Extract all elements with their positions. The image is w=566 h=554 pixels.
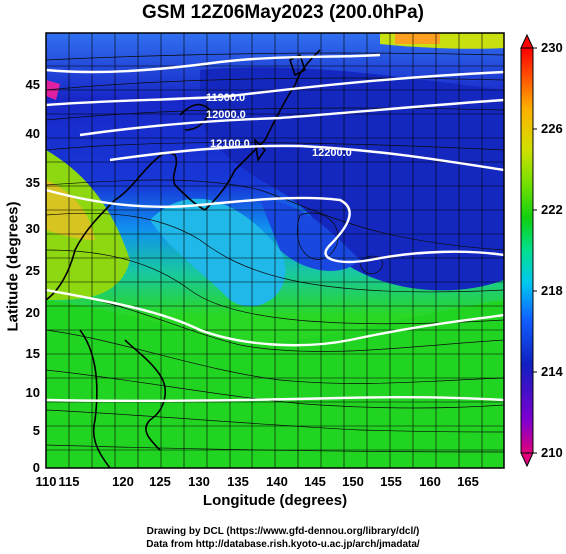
y-tick-label: 25 <box>25 263 40 278</box>
coastlines <box>46 49 321 468</box>
x-tick-label: 130 <box>188 474 210 489</box>
x-tick-label: 115 <box>58 474 80 489</box>
contour-label-11900: 11900.0 <box>206 92 245 104</box>
colorbar-tick-label: 218 <box>541 283 563 298</box>
x-tick-label: 155 <box>380 474 402 489</box>
y-tick-label: 15 <box>25 346 40 361</box>
colorbar-tick-label: 226 <box>541 121 563 136</box>
height-contours <box>46 53 504 403</box>
x-tick-label: 150 <box>342 474 364 489</box>
colorbar <box>520 33 537 468</box>
y-axis-label: Latitude (degrees) <box>4 201 22 332</box>
y-tick-label: 20 <box>25 305 40 320</box>
x-tick-label: 110 <box>35 474 57 489</box>
x-axis-label: Longitude (degrees) <box>202 492 348 509</box>
x-tick-label: 125 <box>149 474 171 489</box>
colorbar-tick-label: 222 <box>541 202 563 217</box>
y-tick-label: 30 <box>25 221 40 236</box>
contour-label-12100: 12100.0 <box>210 138 250 150</box>
x-tick-label: 165 <box>457 474 479 489</box>
y-tick-label: 10 <box>25 385 40 400</box>
y-tick-label: 40 <box>25 126 40 141</box>
plot-frame <box>45 32 505 469</box>
y-tick-label: 0 <box>32 460 40 475</box>
colorbar-tick-label: 210 <box>541 445 563 460</box>
colorbar-tick-label: 214 <box>541 364 563 379</box>
x-tick-label: 160 <box>419 474 441 489</box>
colorbar-max-arrow <box>520 33 534 49</box>
x-tick-label: 135 <box>227 474 249 489</box>
contour-labels: 11900.0 12000.0 12100.0 12200.0 <box>206 92 352 159</box>
contour-label-12000: 12000.0 <box>206 109 246 121</box>
x-tick-label: 140 <box>266 474 288 489</box>
x-tick-label: 145 <box>304 474 326 489</box>
colorbar-tick-label: 230 <box>541 40 563 55</box>
chart-title: GSM 12Z06May2023 (200.0hPa) <box>142 2 424 23</box>
x-tick-label: 120 <box>112 474 134 489</box>
colorbar-min-arrow <box>520 452 534 468</box>
footer-source: Data from http://database.rish.kyoto-u.a… <box>146 539 420 550</box>
streamlines <box>46 52 504 453</box>
y-tick-label: 45 <box>25 77 40 92</box>
footer-credit: Drawing by DCL (https://www.gfd-dennou.o… <box>146 526 420 537</box>
y-tick-label: 35 <box>25 175 40 190</box>
contour-label-12200: 12200.0 <box>312 147 352 159</box>
y-tick-label: 5 <box>32 423 40 438</box>
